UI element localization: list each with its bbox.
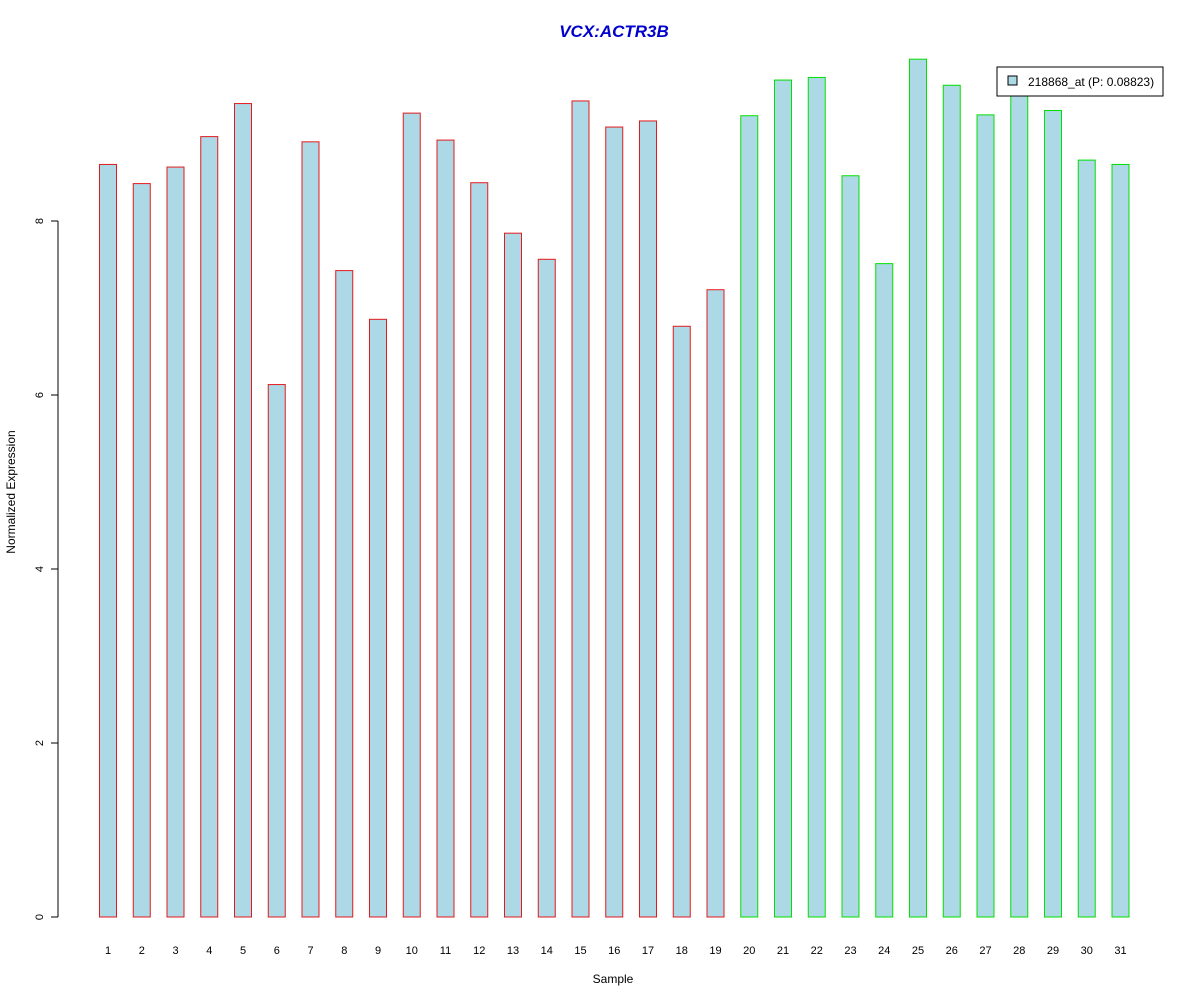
x-tick-label: 30 [1081, 945, 1093, 957]
x-axis-label: Sample [593, 972, 634, 986]
bar-sample-3 [166, 166, 185, 918]
x-tick-label: 27 [979, 945, 991, 957]
bar-sample-23 [841, 175, 860, 918]
x-tick-label: 5 [240, 945, 246, 957]
bar-sample-17 [639, 120, 657, 918]
x-tick-label: 9 [375, 945, 381, 957]
bar-sample-18 [672, 325, 691, 918]
y-tick-label: 0 [34, 914, 46, 920]
y-tick-label: 6 [34, 392, 46, 398]
x-tick-label: 17 [642, 945, 654, 957]
x-axis-tick-labels: 1 2 3 4 5 6 7 8 9 10 11 12 13 14 15 16 17 18 19 20 21 22 23 24 2… [105, 945, 1127, 957]
x-tick-label: 24 [878, 945, 890, 957]
bar-sample-24 [875, 263, 894, 918]
bar-sample-5 [234, 103, 252, 918]
bar-sample-16 [605, 126, 624, 918]
x-tick-label: 13 [507, 945, 519, 957]
y-tick-label: 2 [34, 740, 46, 746]
x-tick-label: 12 [473, 945, 485, 957]
bar-sample-29 [1044, 110, 1062, 918]
x-tick-label: 2 [139, 945, 145, 957]
bar-sample-22 [807, 76, 826, 918]
bar-sample-27 [976, 114, 995, 918]
x-tick-label: 28 [1013, 945, 1025, 957]
x-tick-label: 15 [574, 945, 586, 957]
bar-sample-19 [706, 289, 725, 918]
bar-sample-4 [200, 136, 219, 918]
x-tick-label: 20 [743, 945, 755, 957]
bar-sample-8 [335, 270, 354, 918]
x-tick-label: 19 [709, 945, 721, 957]
bars [99, 58, 1130, 918]
x-tick-label: 8 [341, 945, 347, 957]
x-tick-label: 1 [105, 945, 111, 957]
x-tick-label: 18 [676, 945, 688, 957]
bar-sample-28 [1010, 88, 1029, 918]
y-tick-label: 4 [34, 566, 46, 572]
legend: 218868_at (P: 0.08823) [996, 66, 1164, 97]
legend-box [996, 66, 1164, 97]
x-tick-label: 25 [912, 945, 924, 957]
bar-sample-20 [740, 115, 759, 918]
bar-sample-9 [369, 318, 387, 918]
x-tick-label: 31 [1114, 945, 1126, 957]
x-tick-label: 14 [541, 945, 553, 957]
y-axis: 0 2 4 6 8 [34, 218, 59, 920]
x-tick-label: 10 [406, 945, 418, 957]
bar-sample-14 [537, 258, 556, 918]
bar-sample-21 [774, 79, 792, 918]
bar-sample-25 [909, 58, 927, 918]
bar-sample-30 [1077, 159, 1096, 918]
x-tick-label: 7 [307, 945, 313, 957]
x-tick-label: 4 [206, 945, 212, 957]
bar-sample-6 [267, 384, 286, 918]
x-tick-label: 11 [440, 945, 451, 957]
bar-sample-15 [571, 100, 590, 918]
x-tick-label: 22 [811, 945, 823, 957]
bar-sample-11 [436, 139, 455, 918]
y-tick-label: 8 [34, 218, 46, 224]
x-tick-label: 26 [946, 945, 958, 957]
bar-sample-31 [1111, 163, 1130, 918]
bar-sample-10 [402, 112, 421, 918]
bar-sample-2 [132, 183, 151, 918]
bar-sample-12 [470, 182, 489, 918]
x-tick-label: 23 [844, 945, 856, 957]
x-tick-label: 16 [608, 945, 620, 957]
x-tick-label: 21 [777, 945, 789, 957]
x-tick-label: 6 [274, 945, 280, 957]
bar-sample-13 [504, 232, 522, 918]
y-axis-label: Normalized Expression [4, 430, 18, 553]
legend-swatch [1007, 75, 1018, 86]
legend-label: 218868_at (P: 0.08823) [1028, 75, 1154, 89]
chart-title: VCX:ACTR3B [559, 22, 669, 41]
x-tick-label: 29 [1047, 945, 1059, 957]
bar-sample-26 [942, 84, 961, 918]
x-tick-label: 3 [172, 945, 178, 957]
bar-sample-7 [301, 141, 320, 918]
bar-sample-1 [99, 163, 117, 918]
